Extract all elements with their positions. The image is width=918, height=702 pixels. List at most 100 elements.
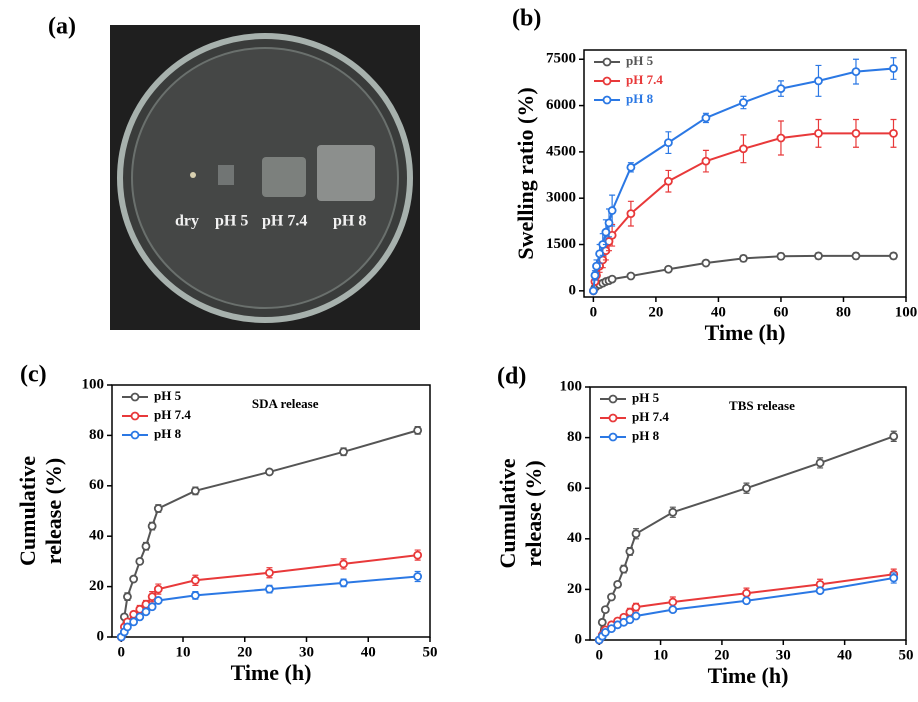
data-point: [147, 602, 157, 612]
data-point: [889, 128, 898, 138]
y-tick-label: 60: [89, 477, 104, 493]
y-tick-label: 7500: [546, 51, 576, 67]
data-point: [742, 588, 751, 598]
x-axis-title: Time (h): [708, 663, 789, 688]
legend-marker: [130, 392, 140, 402]
y-tick-label: 80: [567, 429, 582, 445]
y-tick-label: 0: [97, 628, 105, 644]
x-tick-label: 10: [176, 644, 191, 660]
plot-frame: [111, 384, 431, 638]
data-point: [339, 578, 348, 588]
y-tick-label: 20: [89, 578, 104, 594]
series-line: [120, 429, 418, 638]
data-point: [631, 529, 641, 539]
dry-gel: [190, 172, 196, 178]
data-point: [265, 584, 274, 594]
data-point: [123, 622, 132, 632]
panel-label: (a): [48, 14, 76, 40]
data-point: [701, 156, 711, 166]
x-tick-label: 0: [118, 644, 126, 660]
data-point: [265, 568, 274, 578]
data-point: [626, 162, 636, 172]
x-tick-label: 40: [361, 644, 376, 660]
x-tick-label: 0: [595, 647, 603, 663]
data-point: [265, 467, 274, 477]
y-tick-label: 3000: [546, 190, 576, 206]
legend-marker: [602, 95, 612, 105]
data-point: [889, 431, 899, 441]
data-point: [129, 617, 139, 627]
data-point: [135, 557, 145, 566]
data-point: [814, 128, 823, 138]
data-point: [588, 286, 598, 296]
legend-label: pH 7.4: [154, 407, 191, 422]
data-point: [601, 227, 611, 237]
x-tick-label: 40: [837, 647, 852, 663]
gel-ph8: [317, 145, 375, 201]
data-point: [413, 425, 423, 435]
data-point: [664, 264, 673, 274]
data-point: [776, 133, 786, 143]
y-tick-label: 40: [89, 528, 104, 544]
data-point: [626, 271, 636, 281]
x-axis-title: Time (h): [231, 660, 312, 685]
data-point: [190, 486, 200, 496]
data-point: [339, 559, 348, 569]
x-tick-label: 20: [648, 304, 663, 320]
series-line: [598, 435, 895, 641]
x-tick-label: 100: [895, 304, 918, 320]
data-point: [851, 128, 861, 138]
data-point: [626, 209, 636, 219]
annotation: SDA release: [252, 396, 319, 411]
y-tick-label: 80: [89, 427, 104, 443]
legend-label: pH 5: [632, 390, 660, 405]
legend-marker: [608, 432, 618, 442]
data-point: [141, 541, 151, 551]
data-point: [851, 251, 861, 261]
data-point: [776, 84, 786, 93]
data-point: [814, 251, 823, 261]
data-point: [153, 504, 163, 513]
legend-label: pH 7.4: [632, 409, 669, 424]
data-point: [851, 67, 861, 77]
data-point: [631, 602, 641, 612]
data-point: [147, 521, 157, 531]
x-tick-label: 20: [237, 644, 252, 660]
plot-frame: [583, 49, 907, 298]
y-tick-label: 6000: [546, 97, 576, 113]
legend-label: pH 7.4: [626, 72, 663, 87]
series-line: [598, 573, 894, 641]
y-tick-label: 20: [567, 581, 582, 597]
data-point: [631, 611, 641, 621]
y-axis-title: release (%): [41, 458, 66, 565]
y-tick-label: 100: [560, 378, 583, 394]
y-axis-title: Cumulative: [495, 458, 520, 568]
x-tick-label: 10: [653, 647, 668, 663]
y-tick-label: 40: [567, 530, 582, 546]
y-tick-label: 1500: [546, 236, 576, 252]
x-tick-label: 50: [423, 644, 438, 660]
data-point: [153, 596, 163, 605]
photo-caption: pH 5: [215, 213, 248, 230]
legend-marker: [130, 411, 140, 421]
data-point: [595, 249, 605, 259]
data-point: [739, 144, 748, 154]
y-axis-title: Cumulative: [15, 456, 40, 566]
data-point: [597, 617, 607, 627]
data-point: [607, 592, 616, 602]
data-point: [613, 579, 623, 589]
data-point: [190, 591, 200, 600]
photo-caption: pH 7.4: [262, 213, 307, 230]
legend-label: pH 5: [154, 388, 182, 403]
data-point: [625, 615, 635, 625]
data-point: [701, 258, 711, 268]
photo-panel: (a): [48, 14, 420, 330]
x-tick-label: 0: [590, 304, 598, 320]
data-point: [600, 605, 610, 615]
x-tick-label: 50: [899, 647, 914, 663]
x-tick-label: 20: [714, 647, 729, 663]
data-point: [147, 592, 157, 602]
data-point: [129, 574, 139, 584]
data-point: [607, 206, 617, 215]
